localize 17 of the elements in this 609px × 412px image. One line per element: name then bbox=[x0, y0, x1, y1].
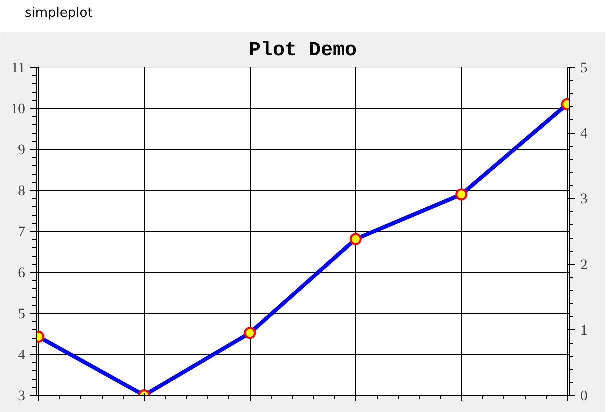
y-tick-label: 6 bbox=[18, 266, 26, 282]
y-tick-label: 5 bbox=[18, 306, 26, 322]
y2-tick-label: 3 bbox=[580, 192, 588, 208]
y-tick-label: 10 bbox=[10, 102, 26, 118]
text: simpleplot bbox=[25, 5, 93, 23]
chart-title: Plot Demo bbox=[248, 40, 358, 62]
y2-tick-label: 4 bbox=[580, 126, 588, 142]
y2-tick-label: 0 bbox=[580, 388, 588, 404]
y-tick-label: 4 bbox=[18, 348, 26, 364]
y2-tick-label: 1 bbox=[580, 322, 588, 339]
y-tick-label: 8 bbox=[18, 184, 26, 200]
y-tick-label: 9 bbox=[18, 142, 26, 158]
y2-tick-label: 5 bbox=[580, 60, 588, 76]
y-tick-label: 3 bbox=[18, 388, 26, 404]
y-tick-label: 11 bbox=[11, 60, 26, 76]
y-tick-label: 7 bbox=[18, 224, 26, 240]
y2-tick-label: 2 bbox=[580, 257, 588, 274]
